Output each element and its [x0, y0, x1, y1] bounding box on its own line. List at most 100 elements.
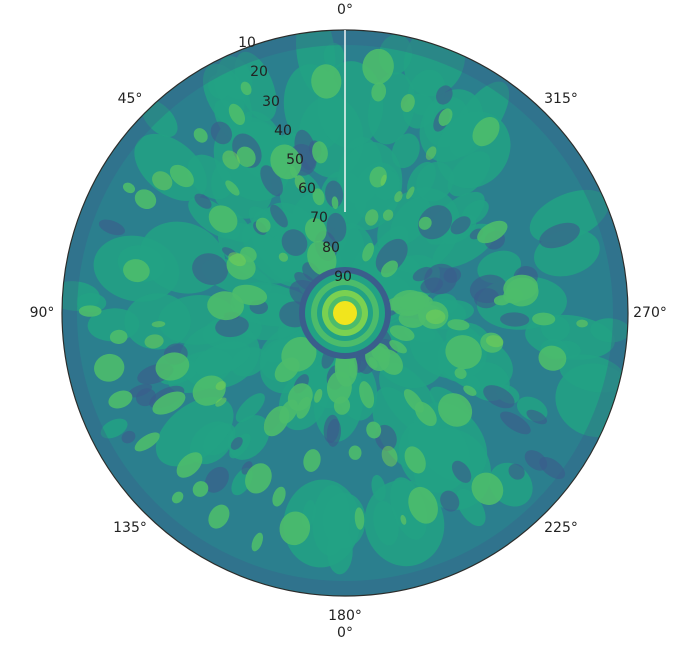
mid-blob: [100, 418, 128, 439]
bright-blob: [365, 209, 379, 226]
bright-blob: [406, 186, 415, 200]
light-blob: [78, 305, 102, 317]
bright-blob: [425, 309, 446, 325]
central-peak: [299, 267, 391, 359]
light-blob: [281, 336, 317, 372]
light-blob: [134, 189, 157, 210]
light-blob: [169, 164, 194, 188]
light-blob: [354, 507, 365, 530]
bright-blob: [294, 175, 306, 190]
light-blob: [471, 472, 504, 505]
mid-blob: [141, 100, 178, 137]
mid-blob: [193, 341, 251, 377]
bottom-extra-label: 0°: [337, 625, 353, 641]
light-blob: [477, 220, 508, 244]
mid-blob: [398, 417, 470, 493]
light-blob: [532, 312, 556, 326]
mid-blob: [590, 318, 628, 343]
dark-blob: [418, 205, 453, 240]
bright-blob: [228, 252, 246, 267]
light-blob: [505, 277, 539, 307]
bright-blob: [222, 150, 240, 170]
light-blob: [418, 216, 432, 230]
bright-blob: [400, 94, 415, 113]
light-blob: [362, 48, 394, 85]
light-blob: [152, 391, 186, 415]
light-blob: [359, 381, 375, 409]
mid-blob: [335, 142, 403, 231]
dark-blob: [412, 266, 433, 282]
mid-blob: [283, 479, 361, 568]
light-blob: [236, 146, 256, 167]
light-blob: [348, 445, 362, 460]
light-blob: [279, 511, 311, 546]
bright-blob: [394, 191, 403, 203]
bright-blob: [152, 171, 173, 191]
mid-blob: [391, 133, 420, 169]
bright-blob: [380, 174, 387, 186]
angle-label-90: 90°: [30, 305, 55, 321]
mid-blob: [155, 396, 234, 467]
light-blob: [438, 393, 473, 427]
light-blob: [404, 446, 426, 474]
dark-blob: [270, 204, 288, 228]
bright-blob: [382, 209, 394, 221]
radial-label-20: 20: [250, 64, 268, 80]
light-blob: [109, 329, 128, 345]
light-blob: [122, 182, 136, 194]
bright-blob: [576, 319, 588, 328]
dark-blob: [325, 180, 344, 208]
bright-blob: [144, 334, 164, 349]
bright-blob: [485, 335, 504, 348]
light-blob: [245, 463, 272, 494]
light-blob: [123, 259, 150, 283]
radial-label-30: 30: [262, 94, 280, 110]
dark-blob: [450, 216, 471, 235]
light-blob: [272, 486, 286, 507]
bright-blob: [425, 146, 437, 160]
dark-blob: [526, 409, 547, 425]
light-blob: [304, 218, 327, 243]
dark-blob: [281, 229, 308, 256]
mid-blob: [323, 42, 345, 69]
light-blob: [311, 64, 342, 99]
light-blob: [447, 319, 470, 331]
radial-label-40: 40: [274, 123, 292, 139]
light-blob: [289, 165, 298, 178]
light-blob: [408, 486, 438, 524]
dark-blob: [375, 238, 408, 274]
radial-label-70: 70: [310, 210, 328, 226]
bright-blob: [151, 321, 166, 328]
radial-label-60: 60: [298, 181, 316, 197]
radial-label-90: 90: [334, 269, 352, 285]
angle-label-180: 180°: [328, 608, 362, 624]
mid-blob: [235, 393, 265, 423]
light-blob: [389, 325, 415, 341]
bright-blob: [278, 252, 289, 262]
radial-tick-labels: 10 20 30 40 50 60 70 80 90: [238, 35, 352, 285]
light-blob: [134, 432, 160, 452]
light-blob: [255, 217, 271, 233]
dark-blob: [539, 456, 566, 480]
light-blob: [362, 242, 375, 262]
light-blob: [303, 449, 321, 472]
light-blob: [538, 345, 567, 371]
light-blob: [331, 196, 339, 210]
light-blob: [403, 389, 424, 413]
light-blob: [389, 340, 407, 354]
light-blob: [472, 117, 500, 147]
angle-label-315: 315°: [544, 91, 578, 107]
light-blob: [454, 367, 467, 379]
dark-blob: [204, 466, 229, 493]
light-blob: [208, 205, 238, 233]
dark-blob: [127, 383, 153, 398]
dark-blob: [483, 385, 515, 409]
mid-blob: [559, 354, 626, 393]
dark-blob: [539, 222, 580, 249]
bright-blob: [381, 445, 398, 467]
bright-blob: [314, 388, 323, 403]
light-blob: [108, 390, 133, 409]
light-blob: [225, 180, 240, 196]
light-blob: [366, 421, 382, 439]
dark-blob: [260, 165, 283, 197]
